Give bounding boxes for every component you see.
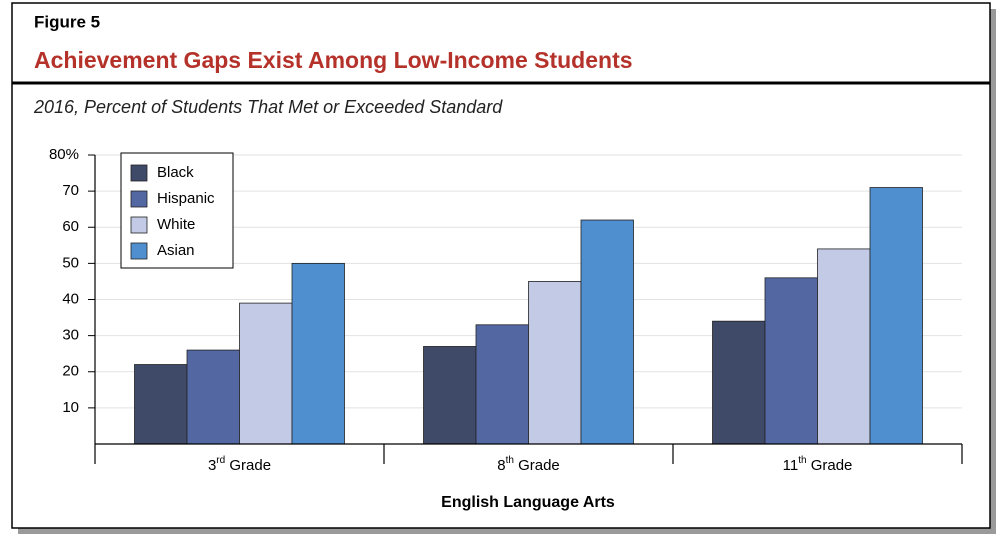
bar	[764, 277, 818, 445]
bar	[239, 302, 293, 445]
y-tick-label: 50	[62, 254, 79, 271]
bar	[869, 187, 923, 445]
x-tick-label: 3rd Grade	[208, 455, 271, 474]
bar	[134, 364, 188, 445]
chart-subtitle: 2016, Percent of Students That Met or Ex…	[33, 97, 503, 117]
y-tick-label: 80%	[49, 146, 79, 163]
y-tick-label: 40	[62, 290, 79, 307]
y-tick-label: 60	[62, 218, 79, 235]
legend-label: Black	[157, 164, 194, 181]
bar	[817, 248, 871, 445]
legend-swatch	[130, 216, 148, 234]
bar	[580, 219, 634, 445]
bar	[423, 346, 477, 445]
x-tick-label: 11th Grade	[783, 455, 853, 474]
legend-label: White	[157, 216, 195, 233]
legend-swatch	[130, 242, 148, 260]
bar	[712, 320, 766, 445]
bar	[291, 262, 345, 445]
y-tick-label: 30	[62, 327, 79, 344]
bar	[528, 281, 582, 445]
legend-label: Asian	[157, 242, 195, 259]
y-tick-label: 70	[62, 182, 79, 199]
y-tick-label: 10	[62, 399, 79, 416]
figure-label: Figure 5	[34, 12, 100, 31]
bar	[475, 324, 529, 445]
y-tick-label: 20	[62, 363, 79, 380]
legend-swatch	[130, 164, 148, 182]
legend-label: Hispanic	[157, 190, 215, 207]
x-tick-label: 8th Grade	[497, 455, 560, 474]
legend-swatch	[130, 190, 148, 208]
plot: 10 20 30 40 50 60 70 80% 3rd Grade 8th Grade 11th …	[49, 146, 963, 474]
chart-title: Achievement Gaps Exist Among Low-Income …	[34, 47, 633, 73]
bar	[186, 349, 240, 445]
x-axis-label: English Language Arts	[441, 494, 615, 511]
